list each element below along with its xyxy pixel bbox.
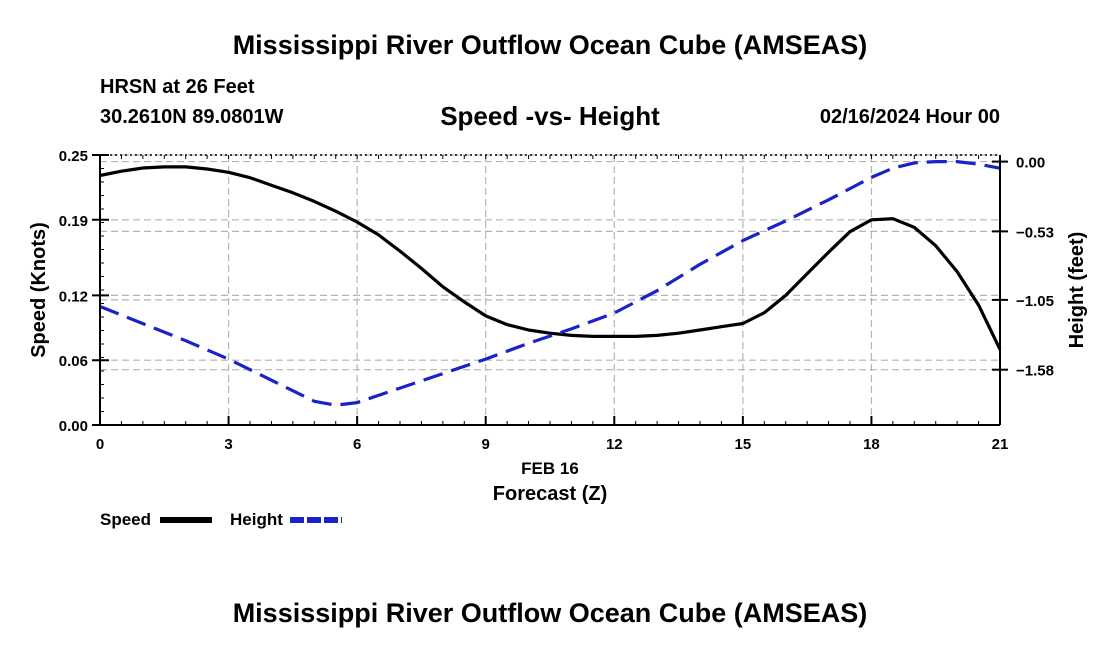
coordinates-label: 30.2610N 89.0801W (100, 106, 284, 128)
x-tick-label: 12 (606, 436, 623, 453)
forecast-date-label: 02/16/2024 Hour 00 (819, 106, 1000, 128)
x-tick-label: 9 (482, 436, 490, 453)
y-right-tick-label: 0.00 (1016, 155, 1045, 172)
y-left-tick-label: 0.19 (59, 213, 88, 230)
height-series-line (99, 160, 1001, 407)
series-layer (99, 160, 1002, 407)
y-right-tick-label: −1.05 (1016, 293, 1054, 310)
x-axis-title: Forecast (Z) (493, 483, 607, 505)
y-left-axis-title: Speed (Knots) (28, 222, 50, 358)
y-left-tick-label: 0.00 (59, 418, 88, 435)
y-right-tick-label: −1.58 (1016, 363, 1054, 380)
y-left-tick-label: 0.12 (59, 288, 88, 305)
footer-chart-title: Mississippi River Outflow Ocean Cube (AM… (232, 598, 868, 628)
x-tick-label: 15 (735, 436, 752, 453)
y-left-tick-label: 0.06 (59, 353, 88, 370)
axis-layer: 0 3 6 9 12 15 18 21 0.00 0.06 0.12 0.19 0.25 0.00 −0.5… (28, 148, 1088, 505)
x-tick-label: 0 (96, 436, 104, 453)
x-date-label: FEB 16 (521, 459, 579, 478)
chart-title: Mississippi River Outflow Ocean Cube (AM… (232, 30, 868, 60)
x-tick-label: 18 (863, 436, 880, 453)
x-tick-label: 3 (224, 436, 232, 453)
station-label: HRSN at 26 Feet (100, 76, 255, 98)
legend: Speed Height (100, 510, 342, 529)
x-tick-label: 6 (353, 436, 361, 453)
speed-height-chart: 0 3 6 9 12 15 18 21 0.00 0.06 0.12 0.19 0.25 0.00 −0.5… (28, 148, 1088, 529)
chart-subtitle: Speed -vs- Height (440, 101, 660, 131)
x-tick-label: 21 (992, 436, 1009, 453)
speed-series-line (99, 165, 1002, 351)
y-right-tick-label: −0.53 (1016, 224, 1054, 241)
legend-label: Speed (100, 510, 151, 529)
y-left-tick-label: 0.25 (59, 148, 88, 165)
legend-label: Height (230, 510, 283, 529)
grid-layer (100, 154, 1000, 425)
y-right-axis-title: Height (feet) (1066, 232, 1088, 349)
